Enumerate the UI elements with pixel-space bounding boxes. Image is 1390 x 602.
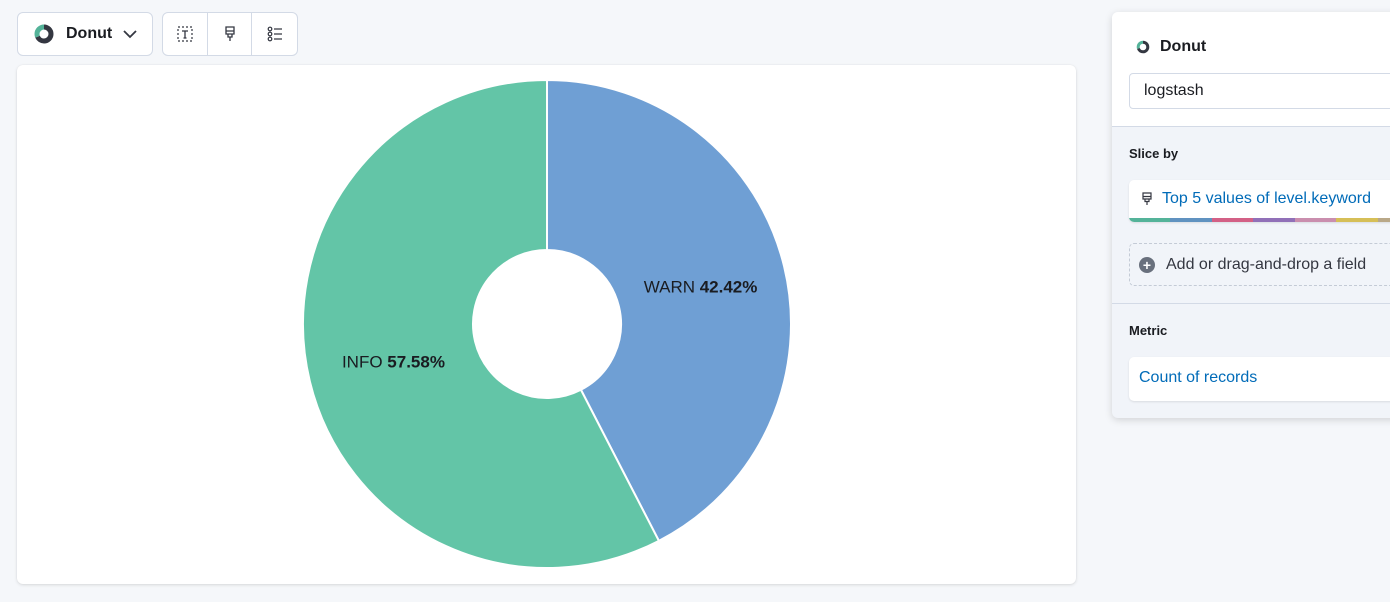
palette-swatch [1170,218,1212,222]
section-divider [1112,303,1390,304]
slice-label-warn: WARN 42.42% [644,278,758,297]
legend-list-icon [267,26,282,42]
palette-swatch [1336,218,1378,222]
slice-by-title: Slice by [1129,146,1179,161]
layer-title-label: Donut [1160,38,1207,55]
visual-options-toolbar [162,12,298,56]
metric-title: Metric [1129,323,1168,338]
add-field-button[interactable]: + Add or drag-and-drop a field [1129,243,1390,286]
palette-swatch [1294,218,1337,222]
add-field-label: Add or drag-and-drop a field [1166,255,1367,273]
labels-button[interactable] [163,13,208,55]
palette-swatch [1253,218,1295,222]
layer-config-panel: Donut logstash Slice by Top 5 values of … [1112,12,1390,418]
palette-swatch [1211,218,1254,222]
chevron-down-icon [123,30,137,39]
palette-swatch [1129,218,1171,222]
metric-dimension[interactable]: Count of records [1129,357,1390,401]
chart-panel: WARN 42.42% INFO 57.58% [17,65,1076,584]
slice-by-dimension[interactable]: Top 5 values of level.keyword [1129,180,1390,222]
chart-type-dropdown[interactable]: Donut [17,12,153,56]
slice-by-value: Top 5 values of level.keyword [1162,190,1371,207]
index-pattern-select[interactable]: logstash [1129,73,1390,109]
layer-header: Donut logstash [1112,12,1390,127]
donut-chart: WARN 42.42% INFO 57.58% [302,78,792,569]
brush-icon [224,26,235,41]
slice-label-info: INFO 57.58% [342,352,445,371]
donut-chart-icon [1136,40,1150,54]
layer-title[interactable]: Donut [1136,38,1206,56]
donut-chart-icon [34,24,54,44]
chart-type-label: Donut [66,25,113,42]
brush-icon [1142,192,1152,205]
text-icon [177,26,193,42]
metric-value: Count of records [1139,369,1258,386]
palette-swatch [1377,218,1390,222]
color-palette [1129,218,1390,222]
donut-slice-info[interactable] [302,78,661,569]
plus-icon: + [1139,256,1155,273]
donut-slice-warn[interactable] [546,78,792,543]
legend-style-button[interactable] [208,13,253,55]
legend-button[interactable] [252,13,297,55]
